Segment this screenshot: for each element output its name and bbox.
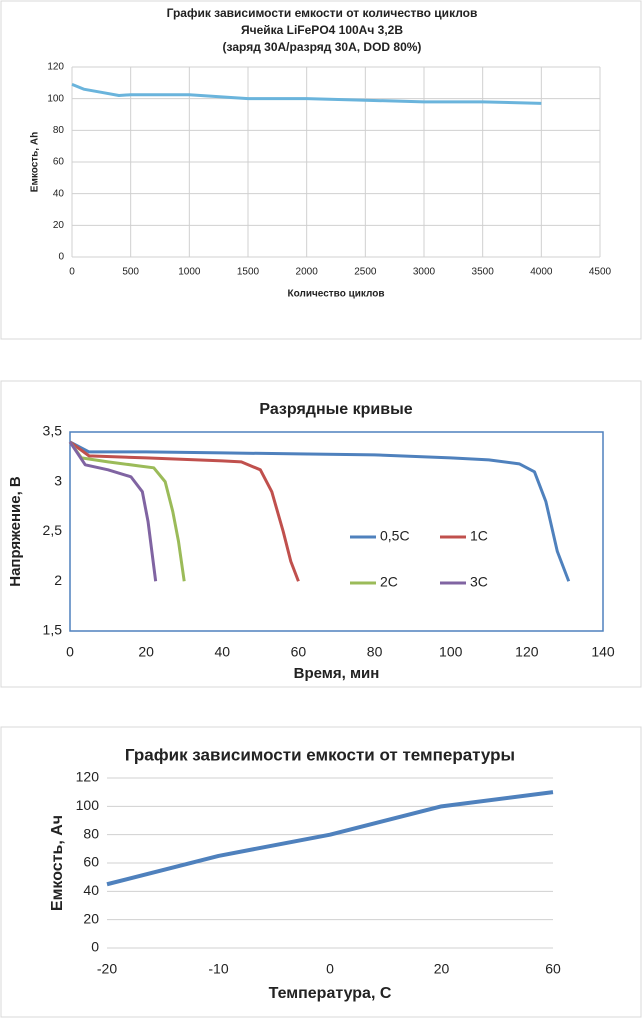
y-tick-label: 80: [83, 825, 99, 841]
data-line: [69, 440, 571, 582]
y-tick-label: 0: [58, 252, 64, 263]
y-tick-label: 80: [53, 125, 65, 136]
y-tick-label: 20: [53, 220, 65, 231]
data-line: [69, 440, 300, 582]
chart-frame: [0, 0, 642, 340]
y-axis-label: Емкость, Ah: [30, 132, 41, 192]
y-tick-label: 60: [83, 854, 99, 870]
y-axis-label: Напряжение, В: [7, 476, 24, 587]
y-tick-label: 2,5: [43, 522, 63, 538]
chart-title: График зависимости емкости от количество…: [167, 6, 478, 20]
x-tick-label: 2000: [296, 267, 319, 278]
x-axis-label: Время, мин: [294, 665, 380, 682]
y-tick-label: 2: [54, 572, 62, 588]
y-tick-label: 0: [91, 939, 99, 955]
x-tick-label: 0: [66, 644, 74, 660]
legend-label: 0,5C: [380, 528, 410, 544]
x-tick-label: 100: [439, 644, 463, 660]
x-tick-label: 60: [291, 644, 307, 660]
x-tick-label: 80: [367, 644, 383, 660]
y-tick-label: 20: [83, 910, 99, 926]
x-tick-label: 1500: [237, 267, 260, 278]
x-axis-label: Температура, С: [269, 985, 392, 1002]
x-tick-label: 3500: [472, 267, 495, 278]
x-tick-label: 40: [214, 644, 230, 660]
x-tick-label: 2500: [354, 267, 377, 278]
x-tick-label: 0: [326, 961, 334, 977]
x-tick-label: 120: [515, 644, 539, 660]
x-tick-label: 500: [122, 267, 139, 278]
y-tick-label: 1,5: [43, 622, 63, 638]
y-tick-label: 60: [53, 157, 65, 168]
plot-border: [69, 431, 604, 632]
y-tick-label: 3,5: [43, 423, 63, 439]
y-tick-label: 120: [47, 62, 64, 73]
x-axis-label: Количество циклов: [288, 289, 385, 300]
x-tick-label: 3000: [413, 267, 436, 278]
data-line: [68, 441, 158, 582]
chart-frame: [0, 380, 642, 688]
x-tick-label: 60: [545, 961, 561, 977]
y-tick-label: 3: [54, 472, 62, 488]
x-tick-label: 0: [69, 267, 75, 278]
data-line: [71, 83, 542, 105]
x-tick-label: -10: [208, 961, 228, 977]
y-tick-label: 100: [47, 93, 64, 104]
legend-label: 2C: [380, 574, 398, 590]
chart-subtitle: Ячейка LiFePO4 100Ач 3,2В: [241, 23, 403, 37]
x-tick-label: 140: [591, 644, 615, 660]
chart-title: График зависимости емкости от температур…: [125, 745, 515, 764]
chart-subtitle: (заряд 30А/разряд 30А, DOD 80%): [223, 40, 422, 54]
chart-title: Разрядные кривые: [259, 401, 412, 418]
data-line: [106, 790, 554, 887]
legend-label: 3C: [470, 574, 488, 590]
y-tick-label: 40: [53, 188, 65, 199]
y-tick-label: 40: [83, 882, 99, 898]
y-axis-label: Емкость, Ач: [49, 815, 66, 911]
x-tick-label: 20: [138, 644, 154, 660]
x-tick-label: 4500: [589, 267, 612, 278]
y-tick-label: 100: [76, 797, 100, 813]
x-tick-label: -20: [97, 961, 117, 977]
legend-label: 1C: [470, 528, 488, 544]
y-tick-label: 120: [76, 769, 100, 785]
chart-frame: [0, 726, 642, 1018]
x-tick-label: 4000: [530, 267, 553, 278]
x-tick-label: 20: [434, 961, 450, 977]
data-line: [68, 441, 186, 582]
x-tick-label: 1000: [178, 267, 201, 278]
